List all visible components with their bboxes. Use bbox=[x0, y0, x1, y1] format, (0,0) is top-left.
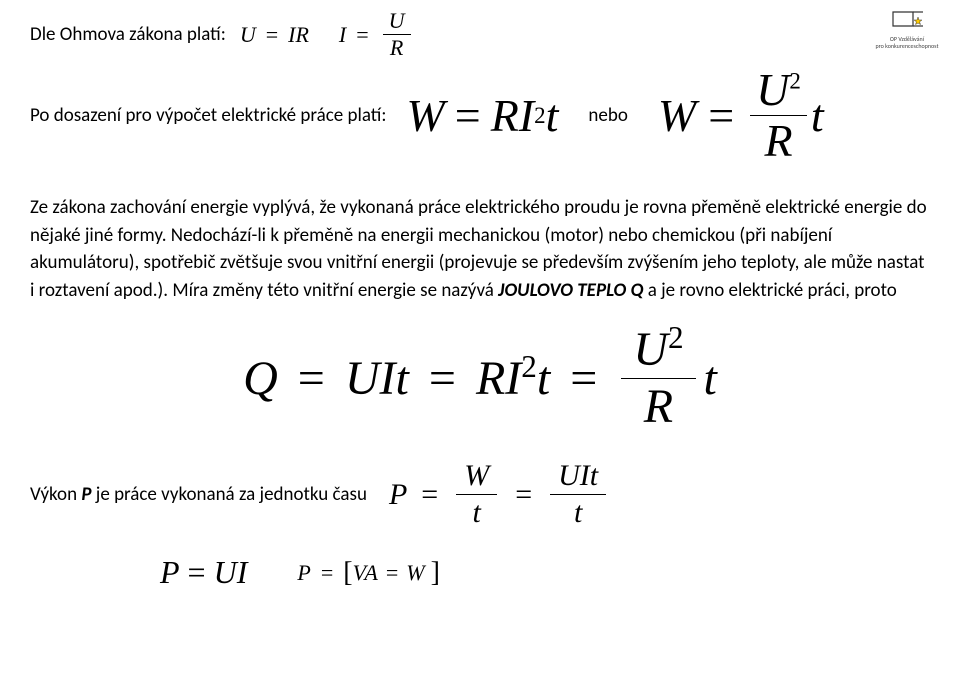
ohm-law-intro: Dle Ohmova zákona platí: U = IR I = U R bbox=[30, 10, 930, 59]
power-eq-wt: P = W t = UIt t bbox=[389, 461, 610, 528]
or-label: nebo bbox=[588, 104, 627, 127]
logo-caption-2: pro konkurenceschopnost bbox=[872, 43, 942, 50]
para-text-2: a je rovno elektrické práci, proto bbox=[643, 279, 896, 302]
ohm-eq-u-ir: U = IR bbox=[240, 22, 309, 48]
work-eq-u2rt: W = U2 R t bbox=[658, 67, 824, 164]
joule-heat-paragraph: Ze zákona zachování energie vyplývá, že … bbox=[30, 194, 930, 304]
ohm-law-text: Dle Ohmova zákona platí: bbox=[30, 23, 226, 46]
power-units: P = [ VA = W ] bbox=[297, 557, 440, 589]
ohm-eq-i-ur: I = U R bbox=[339, 10, 415, 59]
power-eq-ui: P = UI bbox=[160, 554, 247, 591]
power-text: Výkon P je práce vykonaná za jednotku ča… bbox=[30, 483, 367, 506]
work-eq-ri2t: W = RI2t bbox=[406, 89, 558, 142]
joule-heat-term: JOULOVO TEPLO Q bbox=[498, 279, 643, 302]
work-formula-intro: Po dosazení pro výpočet elektrické práce… bbox=[30, 67, 930, 164]
work-intro-text: Po dosazení pro výpočet elektrické práce… bbox=[30, 104, 386, 127]
program-logo: OP Vzdělávání pro konkurenceschopnost bbox=[872, 8, 942, 52]
power-definition-row: Výkon P je práce vykonaná za jednotku ča… bbox=[30, 461, 930, 528]
power-ui-row: P = UI P = [ VA = W ] bbox=[160, 554, 440, 591]
joule-heat-equation: Q = UIt = RI2t = U2 R t bbox=[30, 326, 930, 431]
